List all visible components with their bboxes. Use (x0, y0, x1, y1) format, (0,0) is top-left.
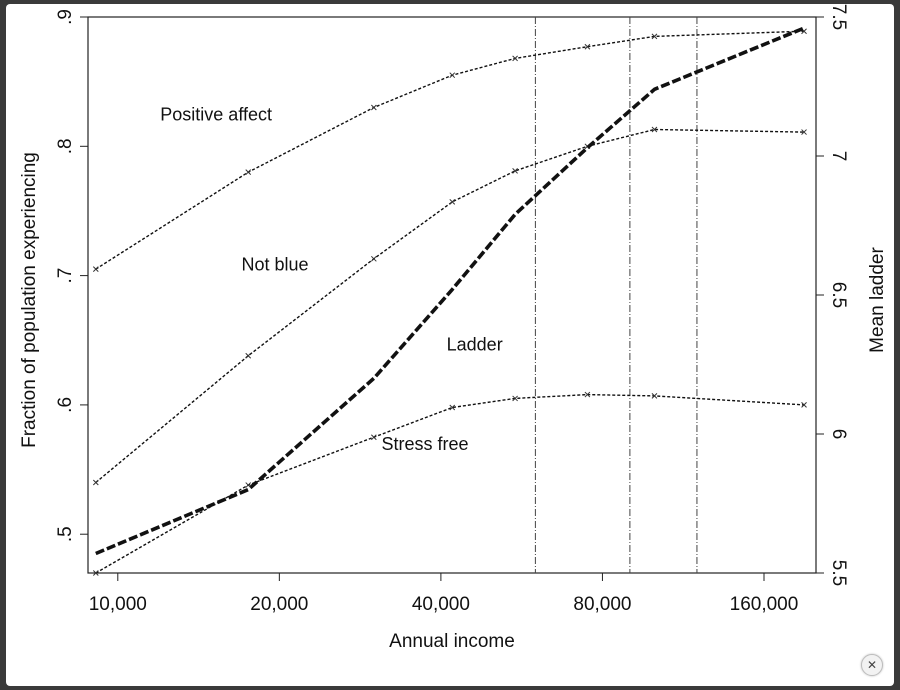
data-point-stress-free (584, 391, 591, 398)
series-line-positive-affect (95, 30, 805, 270)
x-axis-label: Annual income (389, 631, 515, 652)
series-label-stress-free: Stress free (381, 434, 468, 454)
data-point-stress-free (801, 402, 807, 408)
data-point-stress-free (92, 570, 99, 576)
data-point-positive-affect (245, 169, 252, 176)
data-point-not-blue (449, 199, 456, 205)
y-right-axis-label: Mean ladder (867, 247, 888, 353)
y-right-tick-label: 6 (828, 429, 849, 440)
y-right-tick-label: 7 (828, 151, 849, 162)
y-left-tick-label: .5 (55, 526, 76, 542)
data-point-stress-free (651, 393, 658, 399)
y-right-tick-label: 6.5 (828, 282, 849, 308)
series-line-ladder (95, 26, 805, 556)
y-right-tick-label: 7.5 (828, 4, 849, 30)
data-point-not-blue (370, 255, 377, 262)
data-point-stress-free (245, 482, 252, 488)
data-point-not-blue (512, 168, 518, 174)
data-point-positive-affect (370, 104, 377, 111)
series-line-stress-free (95, 393, 805, 574)
y-left-tick-label: .6 (55, 397, 76, 413)
y-left-axis-label: Fraction of population experiencing (19, 152, 40, 448)
data-point-stress-free (370, 434, 377, 441)
data-point-positive-affect (449, 72, 456, 79)
x-tick-label: 80,000 (573, 594, 631, 615)
x-tick-label: 160,000 (730, 594, 799, 615)
x-tick-label: 40,000 (412, 594, 470, 615)
plot-frame (87, 16, 817, 574)
data-point-positive-affect (512, 55, 518, 62)
data-point-positive-affect (651, 33, 658, 40)
series-line-not-blue (95, 128, 805, 484)
chart-panel (6, 4, 894, 686)
data-point-stress-free (449, 404, 456, 411)
close-icon[interactable]: ✕ (861, 654, 883, 676)
x-tick-label: 10,000 (89, 594, 147, 615)
data-point-not-blue (651, 126, 658, 133)
series-label-ladder: Ladder (447, 335, 503, 355)
data-point-positive-affect (584, 43, 591, 50)
y-right-tick-label: 5.5 (828, 560, 849, 586)
y-left-tick-label: .7 (55, 268, 76, 284)
y-left-tick-label: .9 (55, 9, 76, 25)
data-point-stress-free (512, 395, 518, 402)
data-point-not-blue (245, 352, 252, 359)
data-point-not-blue (92, 479, 99, 486)
x-tick-label: 20,000 (250, 594, 308, 615)
series-label-not-blue: Not blue (241, 254, 308, 274)
data-point-positive-affect (92, 266, 99, 272)
series-label-positive-affect: Positive affect (160, 104, 272, 124)
y-left-tick-label: .8 (55, 138, 76, 154)
data-point-not-blue (801, 129, 807, 135)
